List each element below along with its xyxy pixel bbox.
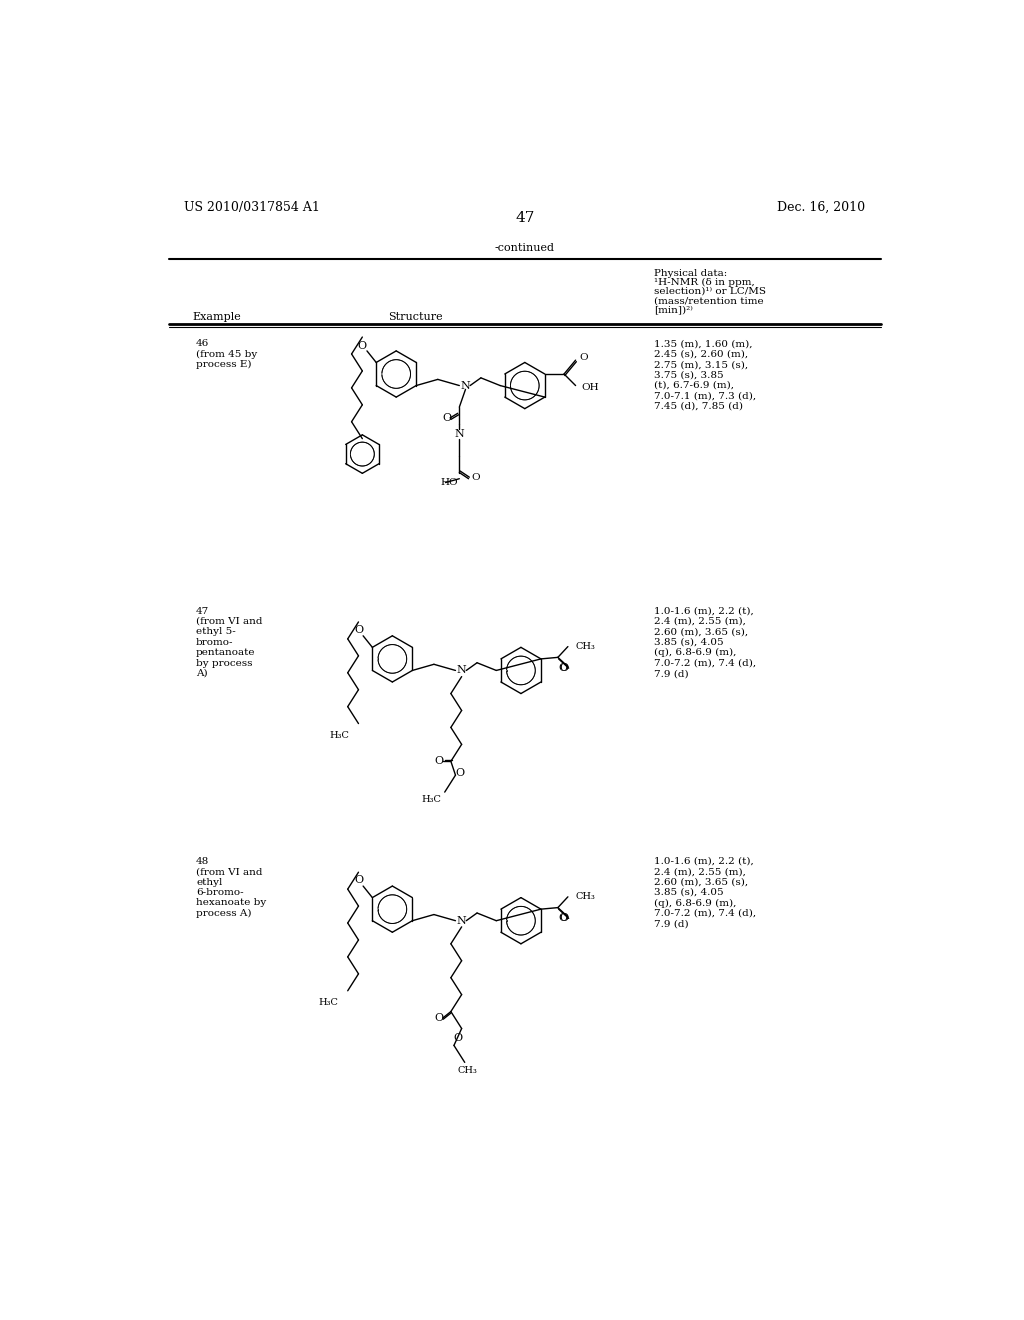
Text: Physical data:: Physical data: (654, 268, 727, 277)
Text: [min])²⁾: [min])²⁾ (654, 305, 693, 314)
Text: N: N (457, 665, 467, 676)
Text: O: O (454, 1032, 463, 1043)
Text: (mass/retention time: (mass/retention time (654, 296, 764, 305)
Text: N: N (455, 429, 464, 440)
Text: Example: Example (193, 313, 241, 322)
Text: US 2010/0317854 A1: US 2010/0317854 A1 (184, 201, 321, 214)
Text: O: O (558, 663, 567, 673)
Text: 46
(from 45 by
process E): 46 (from 45 by process E) (196, 339, 257, 370)
Text: H₃C: H₃C (422, 796, 441, 804)
Text: N: N (457, 916, 467, 925)
Text: N: N (461, 380, 470, 391)
Text: H₃C: H₃C (318, 998, 339, 1007)
Text: selection)¹⁾ or LC/MS: selection)¹⁾ or LC/MS (654, 286, 766, 296)
Text: O: O (580, 352, 588, 362)
Text: 1.0-1.6 (m), 2.2 (t),
2.4 (m), 2.55 (m),
2.60 (m), 3.65 (s),
3.85 (s), 4.05
(q),: 1.0-1.6 (m), 2.2 (t), 2.4 (m), 2.55 (m),… (654, 857, 757, 928)
Text: ¹H-NMR (δ in ppm,: ¹H-NMR (δ in ppm, (654, 277, 755, 286)
Text: O: O (354, 875, 364, 884)
Text: 1.0-1.6 (m), 2.2 (t),
2.4 (m), 2.55 (m),
2.60 (m), 3.65 (s),
3.85 (s), 4.05
(q),: 1.0-1.6 (m), 2.2 (t), 2.4 (m), 2.55 (m),… (654, 607, 757, 678)
Text: Structure: Structure (388, 313, 442, 322)
Text: CH₃: CH₃ (575, 642, 596, 651)
Text: O: O (559, 663, 568, 673)
Text: HO: HO (440, 478, 458, 487)
Text: O: O (435, 756, 443, 767)
Text: O: O (357, 341, 367, 351)
Text: O: O (471, 473, 479, 482)
Text: 47
(from VI and
ethyl 5-
bromo-
pentanoate
by process
A): 47 (from VI and ethyl 5- bromo- pentanoa… (196, 607, 262, 678)
Text: O: O (558, 913, 567, 924)
Text: O: O (456, 768, 465, 777)
Text: H₃C: H₃C (330, 731, 349, 739)
Text: O: O (435, 1012, 443, 1023)
Text: O: O (559, 913, 568, 924)
Text: -continued: -continued (495, 243, 555, 253)
Text: 1.35 (m), 1.60 (m),
2.45 (s), 2.60 (m),
2.75 (m), 3.15 (s),
3.75 (s), 3.85
(t), : 1.35 (m), 1.60 (m), 2.45 (s), 2.60 (m), … (654, 339, 757, 411)
Text: O: O (354, 624, 364, 635)
Text: CH₃: CH₃ (458, 1065, 478, 1074)
Text: 47: 47 (515, 211, 535, 224)
Text: OH: OH (581, 383, 599, 392)
Text: O: O (442, 413, 452, 422)
Text: 48
(from VI and
ethyl
6-bromo-
hexanoate by
process A): 48 (from VI and ethyl 6-bromo- hexanoate… (196, 857, 266, 917)
Text: CH₃: CH₃ (575, 892, 596, 902)
Text: Dec. 16, 2010: Dec. 16, 2010 (777, 201, 865, 214)
